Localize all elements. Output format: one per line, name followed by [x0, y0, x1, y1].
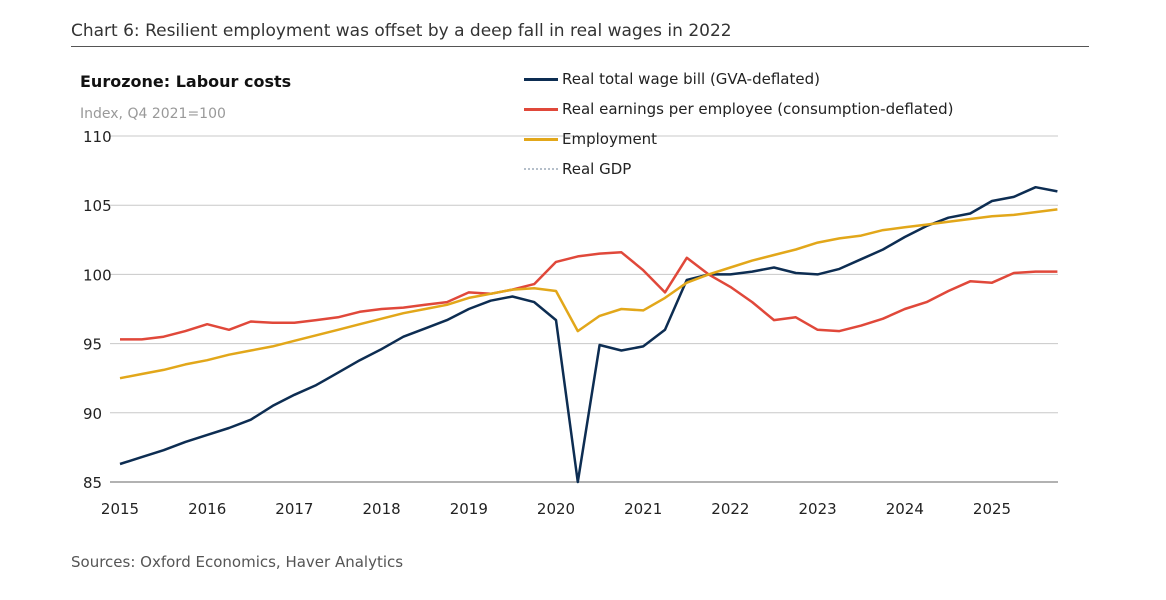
chart-title: Chart 6: Resilient employment was offset… — [71, 21, 732, 41]
series-line-2 — [119, 208, 1058, 380]
legend-item: Real GDP — [524, 160, 631, 178]
title-rule — [71, 46, 1089, 47]
x-tick-label: 2022 — [711, 500, 749, 518]
y-tick-label: 95 — [83, 336, 102, 354]
x-tick-label: 2023 — [799, 500, 837, 518]
x-tick-label: 2024 — [886, 500, 924, 518]
legend-label: Real earnings per employee (consumption-… — [562, 100, 954, 118]
legend-item: Employment — [524, 130, 657, 148]
y-tick-label: 90 — [83, 405, 102, 423]
legend-swatch — [524, 107, 558, 111]
chart-subtitle: Eurozone: Labour costs — [80, 72, 292, 91]
y-tick-label: 85 — [83, 474, 102, 492]
x-tick-label: 2016 — [188, 500, 226, 518]
legend-label: Employment — [562, 130, 658, 148]
x-tick-label: 2020 — [537, 500, 575, 518]
legend-item: Real earnings per employee (consumption-… — [524, 100, 953, 118]
series-line-1 — [120, 251, 1058, 341]
y-tick-label: 100 — [83, 266, 112, 284]
legend-label: Real GDP — [562, 160, 632, 178]
x-tick-label: 2018 — [363, 500, 401, 518]
x-tick-label: 2015 — [101, 500, 139, 518]
y-tick-label: 110 — [83, 128, 112, 146]
y-tick-label: 105 — [83, 197, 112, 215]
x-tick-label: 2019 — [450, 500, 488, 518]
legend-label: Real total wage bill (GVA-deflated) — [562, 70, 820, 88]
legend-item: Real total wage bill (GVA-deflated) — [524, 70, 820, 88]
x-tick-label: 2017 — [275, 500, 313, 518]
y-axis-label: Index, Q4 2021=100 — [80, 106, 226, 122]
x-tick-label: 2021 — [624, 500, 662, 518]
x-tick-label: 2025 — [973, 500, 1011, 518]
source-note: Sources: Oxford Economics, Haver Analyti… — [71, 553, 404, 571]
legend-swatch — [524, 77, 558, 81]
series-line-0 — [119, 185, 1058, 484]
legend-swatch — [524, 168, 558, 170]
legend-swatch — [524, 137, 558, 141]
